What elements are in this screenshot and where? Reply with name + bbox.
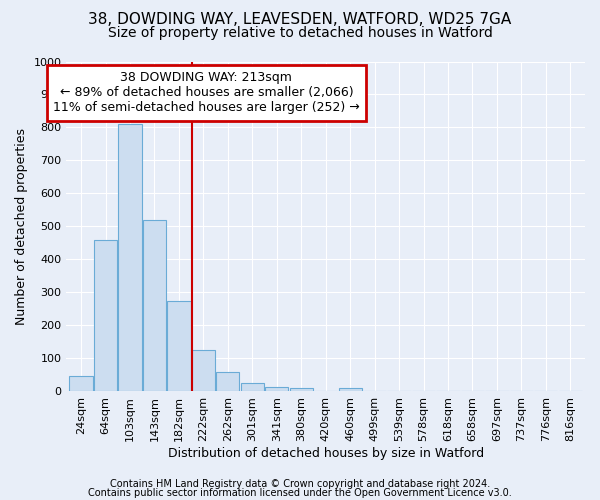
Text: 38 DOWDING WAY: 213sqm
← 89% of detached houses are smaller (2,066)
11% of semi-: 38 DOWDING WAY: 213sqm ← 89% of detached… [53,72,360,114]
Text: Contains HM Land Registry data © Crown copyright and database right 2024.: Contains HM Land Registry data © Crown c… [110,479,490,489]
Bar [70,376,93,392]
X-axis label: Distribution of detached houses by size in Watford: Distribution of detached houses by size … [167,447,484,460]
Bar [143,220,166,392]
Bar [167,300,191,392]
Bar [290,388,313,392]
Bar [216,372,239,392]
Text: 38, DOWDING WAY, LEAVESDEN, WATFORD, WD25 7GA: 38, DOWDING WAY, LEAVESDEN, WATFORD, WD2… [88,12,512,28]
Bar [265,386,289,392]
Bar [338,388,362,392]
Bar [192,350,215,392]
Bar [94,240,117,392]
Bar [118,124,142,392]
Bar [241,383,264,392]
Y-axis label: Number of detached properties: Number of detached properties [15,128,28,325]
Text: Size of property relative to detached houses in Watford: Size of property relative to detached ho… [107,26,493,40]
Text: Contains public sector information licensed under the Open Government Licence v3: Contains public sector information licen… [88,488,512,498]
